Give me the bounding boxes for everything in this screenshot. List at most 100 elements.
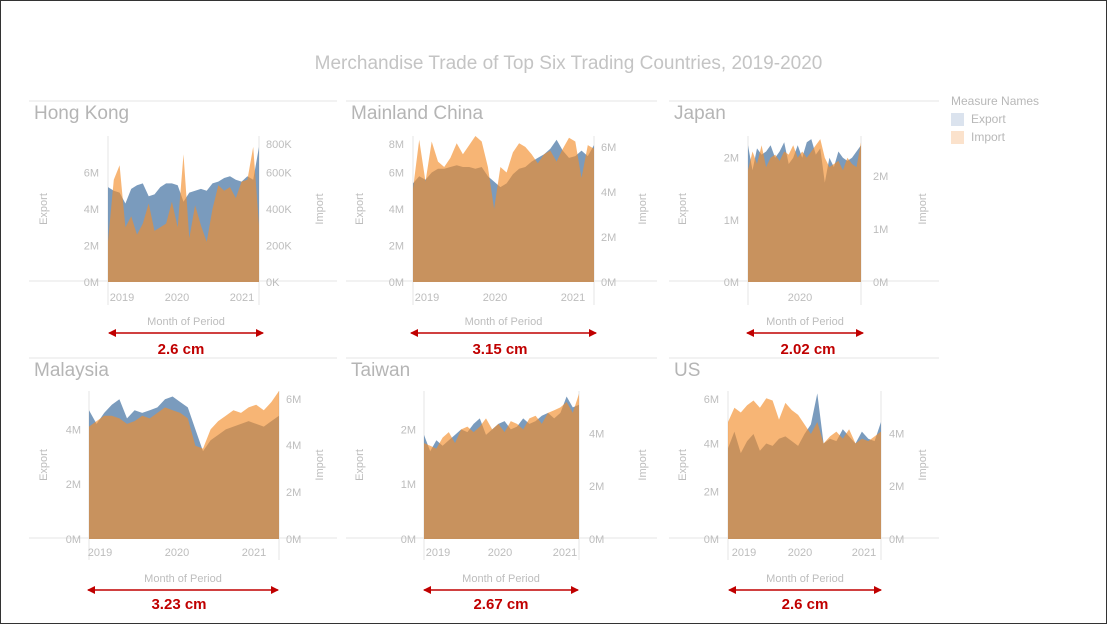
mainland-china-ytick-right: 0M	[601, 277, 616, 289]
japan-ytick-right: 0M	[873, 277, 888, 289]
taiwan-ytick-left: 2M	[401, 424, 416, 436]
hong-kong-xtick: 2019	[110, 292, 134, 304]
taiwan-xtick: 2019	[426, 547, 450, 559]
us-xlabel: Month of Period	[766, 573, 844, 585]
malaysia-ytick-right: 2M	[286, 487, 301, 499]
taiwan-ytick-left: 0M	[401, 534, 416, 546]
malaysia-ytick-right: 0M	[286, 534, 301, 546]
us-width-annotation: 2.6 cm	[782, 596, 829, 613]
malaysia-xtick: 2021	[242, 547, 266, 559]
japan-ylabel-left: Export	[677, 193, 689, 225]
us-ytick-right: 2M	[889, 481, 904, 493]
hong-kong-ytick-right: 400K	[266, 204, 292, 216]
mainland-china-ytick-right: 6M	[601, 142, 616, 154]
hong-kong-ytick-left: 0M	[84, 277, 99, 289]
hong-kong-xtick: 2020	[165, 292, 189, 304]
mainland-china-ylabel-left: Export	[354, 193, 366, 225]
taiwan-width-annotation: 2.67 cm	[473, 596, 528, 613]
mainland-china-ytick-left: 2M	[389, 241, 404, 253]
malaysia-ytick-left: 2M	[66, 479, 81, 491]
us-ylabel-right: Import	[917, 449, 929, 480]
mainland-china-import-area	[413, 136, 594, 282]
hong-kong-import-area	[108, 146, 259, 282]
malaysia-ytick-left: 0M	[66, 534, 81, 546]
mainland-china-ytick-left: 4M	[389, 204, 404, 216]
malaysia-ytick-right: 6M	[286, 394, 301, 406]
legend-label-import: Import	[971, 130, 1006, 144]
malaysia-import-area	[89, 391, 279, 539]
hong-kong-ytick-left: 4M	[84, 204, 99, 216]
mainland-china-ylabel-right: Import	[637, 193, 649, 224]
hong-kong-width-annotation: 2.6 cm	[158, 341, 205, 358]
mainland-china-ytick-left: 6M	[389, 168, 404, 180]
taiwan-ytick-right: 2M	[589, 481, 604, 493]
export-swatch	[951, 112, 964, 126]
hong-kong-ytick-right: 600K	[266, 168, 292, 180]
hong-kong-ytick-left: 2M	[84, 241, 99, 253]
us-ytick-left: 4M	[704, 439, 719, 451]
hong-kong-ylabel-right: Import	[314, 193, 326, 224]
dashboard-title: Merchandise Trade of Top Six Trading Cou…	[314, 53, 823, 74]
legend-item-export[interactable]: Export	[951, 112, 1039, 126]
japan-ytick-right: 1M	[873, 224, 888, 236]
japan-ytick-left: 0M	[724, 277, 739, 289]
us-title: US	[674, 360, 700, 381]
malaysia-xtick: 2020	[165, 547, 189, 559]
malaysia-ytick-left: 4M	[66, 424, 81, 436]
hong-kong-ytick-right: 200K	[266, 241, 292, 253]
hong-kong-ylabel-left: Export	[38, 193, 50, 225]
mainland-china-xlabel: Month of Period	[465, 316, 543, 328]
us-ytick-left: 6M	[704, 394, 719, 406]
us-ytick-right: 0M	[889, 534, 904, 546]
mainland-china-title: Mainland China	[351, 103, 483, 124]
japan-ytick-right: 2M	[873, 171, 888, 183]
legend-item-import[interactable]: Import	[951, 130, 1039, 144]
legend-label-export: Export	[971, 112, 1006, 126]
mainland-china-xtick: 2021	[561, 292, 585, 304]
hong-kong-ytick-left: 6M	[84, 168, 99, 180]
japan-width-annotation: 2.02 cm	[780, 341, 835, 358]
us-ytick-left: 0M	[704, 534, 719, 546]
malaysia-ylabel-left: Export	[38, 449, 50, 481]
malaysia-width-annotation: 3.23 cm	[151, 596, 206, 613]
taiwan-ylabel-right: Import	[637, 449, 649, 480]
hong-kong-xlabel: Month of Period	[147, 316, 225, 328]
us-ytick-left: 2M	[704, 486, 719, 498]
japan-ylabel-right: Import	[917, 193, 929, 224]
japan-import-area	[748, 139, 861, 282]
taiwan-ytick-right: 0M	[589, 534, 604, 546]
hong-kong-title: Hong Kong	[34, 103, 129, 124]
legend-title: Measure Names	[951, 94, 1040, 108]
malaysia-xlabel: Month of Period	[144, 573, 222, 585]
mainland-china-xtick: 2019	[415, 292, 439, 304]
us-import-area	[728, 398, 881, 539]
japan-xtick: 2020	[788, 292, 812, 304]
us-xtick: 2021	[852, 547, 876, 559]
taiwan-xtick: 2021	[553, 547, 577, 559]
japan-title: Japan	[674, 103, 726, 124]
hong-kong-xtick: 2021	[230, 292, 254, 304]
taiwan-import-area	[424, 393, 579, 539]
taiwan-ytick-left: 1M	[401, 479, 416, 491]
taiwan-xlabel: Month of Period	[462, 573, 540, 585]
mainland-china-width-annotation: 3.15 cm	[472, 341, 527, 358]
malaysia-xtick: 2019	[88, 547, 112, 559]
legend[interactable]: Measure Names Export Import	[951, 94, 1039, 148]
japan-ytick-left: 2M	[724, 153, 739, 165]
malaysia-title: Malaysia	[34, 360, 109, 381]
us-ylabel-left: Export	[677, 449, 689, 481]
hong-kong-ytick-right: 800K	[266, 139, 292, 151]
japan-xlabel: Month of Period	[766, 316, 844, 328]
mainland-china-xtick: 2020	[483, 292, 507, 304]
mainland-china-ytick-left: 8M	[389, 139, 404, 151]
taiwan-ytick-right: 4M	[589, 428, 604, 440]
us-xtick: 2020	[788, 547, 812, 559]
mainland-china-ytick-left: 0M	[389, 277, 404, 289]
taiwan-xtick: 2020	[488, 547, 512, 559]
taiwan-ylabel-left: Export	[354, 449, 366, 481]
mainland-china-ytick-right: 2M	[601, 232, 616, 244]
malaysia-ylabel-right: Import	[314, 449, 326, 480]
hong-kong-ytick-right: 0K	[266, 277, 280, 289]
